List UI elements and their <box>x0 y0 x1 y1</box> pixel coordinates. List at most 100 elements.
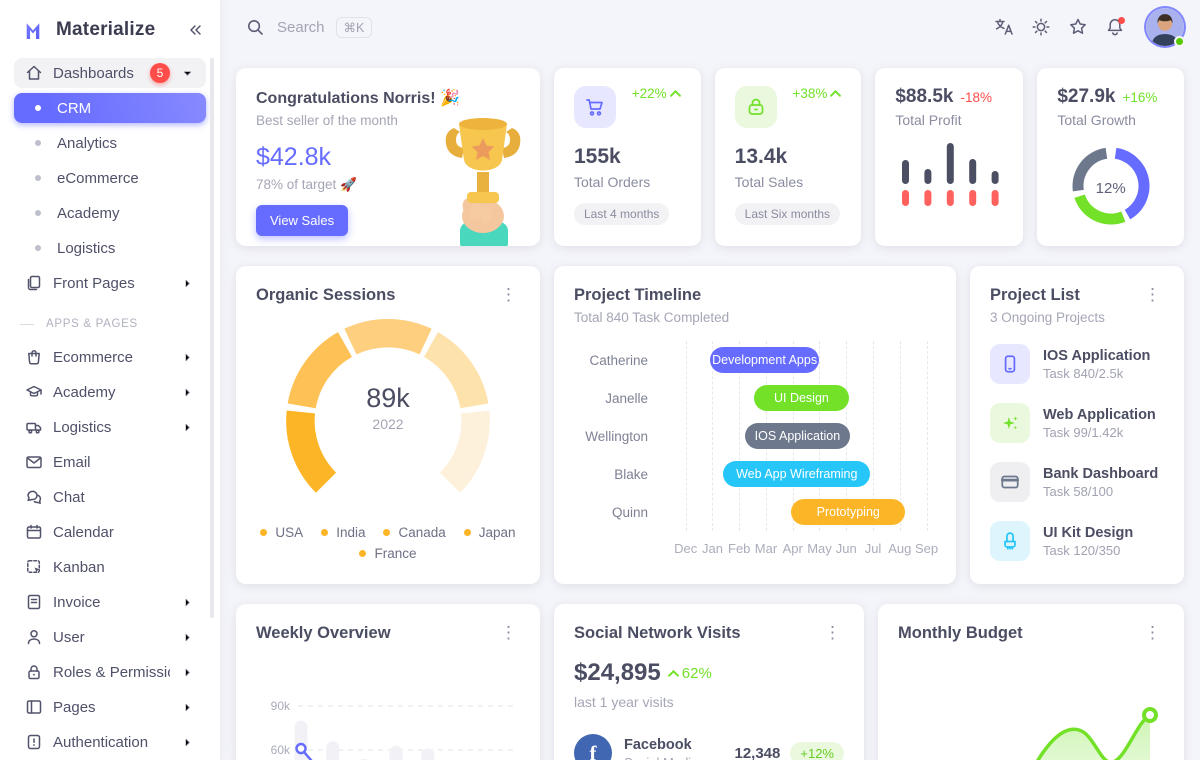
nav-section-label: APPS & PAGES <box>20 317 196 331</box>
social-amount: $24,895 <box>574 659 661 686</box>
sidebar-collapse-icon[interactable] <box>184 20 204 40</box>
weekly-line-bar-chart: 90k 60k <box>271 699 518 760</box>
list-item[interactable]: UI Kit Design Task 120/350 <box>990 521 1164 561</box>
legend-dot-icon <box>383 528 391 536</box>
sidebar-item-analytics[interactable]: Analytics <box>14 128 206 158</box>
search-input[interactable]: Search ⌘K <box>245 16 985 38</box>
bullet-icon <box>35 105 41 111</box>
kebab-menu-icon[interactable]: ⋮ <box>500 623 517 642</box>
sidebar-item-ecommerce[interactable]: Ecommerce <box>14 342 206 372</box>
logo-row: Materialize <box>0 0 220 54</box>
kebab-menu-icon[interactable]: ⋮ <box>824 623 841 642</box>
organic-legend: USA India Canada Japan France <box>256 525 520 561</box>
sidebar-item-dashboards[interactable]: Dashboards 5 <box>14 58 206 88</box>
sidebar-item-roles-permissions[interactable]: Roles & Permissions <box>14 657 206 687</box>
kebab-menu-icon[interactable]: ⋮ <box>1144 623 1161 642</box>
user-avatar[interactable] <box>1146 8 1185 47</box>
congrats-title: Congratulations Norris! 🎉 <box>256 90 460 107</box>
sales-delta: +38% <box>792 86 842 101</box>
sidebar-item-academy[interactable]: Academy <box>14 377 206 407</box>
legend-item: Japan <box>463 525 516 540</box>
main-area: Search ⌘K <box>220 0 1200 760</box>
sidebar-item-front-pages[interactable]: Front Pages <box>14 268 206 298</box>
sidebar-item-user[interactable]: User <box>14 622 206 652</box>
credit-card-icon <box>990 462 1030 502</box>
pages-stack-icon <box>27 275 41 291</box>
bell-icon <box>1107 19 1123 36</box>
orders-delta: +22% <box>632 86 681 101</box>
sidebar-item-authentication[interactable]: Authentication <box>14 727 206 757</box>
congrats-amount: $42.8k <box>256 143 332 171</box>
chevron-down-icon <box>183 70 192 76</box>
row-kpi: Congratulations Norris! 🎉 Best seller of… <box>236 68 1185 246</box>
legend-dot-icon <box>321 528 329 536</box>
sparkles-icon <box>990 403 1030 443</box>
profit-delta: -18% <box>960 90 992 105</box>
layout-icon <box>26 700 42 714</box>
caret-up-icon <box>667 669 679 677</box>
sidebar-item-ecommerce-dash[interactable]: eCommerce <box>14 163 206 193</box>
bullet-icon <box>35 245 41 251</box>
gantt-row: Blake Web App Wireframing <box>574 455 936 493</box>
legend-item: Canada <box>383 525 446 540</box>
navbar-actions <box>993 8 1185 47</box>
list-item[interactable]: Bank Dashboard Task 58/100 <box>990 462 1164 502</box>
gantt-bar-ios-application: IOS Application <box>744 423 851 449</box>
dashboard-content: Congratulations Norris! 🎉 Best seller of… <box>220 54 1200 760</box>
organic-title: Organic Sessions <box>256 286 396 304</box>
gantt-bar-prototyping: Prototyping <box>791 499 906 525</box>
envelope-icon <box>26 456 42 469</box>
calendar-icon <box>26 524 42 539</box>
chevron-right-icon <box>185 279 190 287</box>
avatar-image <box>1146 8 1184 46</box>
facebook-icon: f <box>574 734 612 760</box>
growth-delta: +16% <box>1122 90 1158 105</box>
orders-period-badge: Last 4 months <box>574 203 670 225</box>
user-icon <box>27 630 41 645</box>
sidebar-item-crm[interactable]: CRM <box>14 93 206 123</box>
sidebar-item-logistics-dash[interactable]: Logistics <box>14 233 206 263</box>
sidebar-scrollbar[interactable] <box>210 58 214 618</box>
notification-dot <box>1118 17 1125 24</box>
total-growth-card: $27.9k +16% Total Growth 12% <box>1037 68 1185 246</box>
sidebar-item-pages[interactable]: Pages <box>14 692 206 722</box>
organic-gauge-chart: 89k 2022 <box>256 307 520 519</box>
language-button[interactable] <box>993 16 1015 38</box>
notifications-button[interactable] <box>1104 16 1126 38</box>
kebab-menu-icon[interactable]: ⋮ <box>1144 285 1161 304</box>
dashboards-count-badge: 5 <box>150 63 170 83</box>
list-item[interactable]: Web Application Task 99/1.42k <box>990 403 1164 443</box>
total-profit-card: $88.5k -18% Total Profit <box>875 68 1024 246</box>
row-middle: Organic Sessions ⋮ 89k 2022 USA India Ca… <box>236 266 1184 584</box>
row-bottom: Weekly Overview ⋮ 90k 60k Social Network … <box>236 604 1184 760</box>
growth-label: Total Growth <box>1057 112 1136 128</box>
list-item[interactable]: IOS Application Task 840/2.5k <box>990 344 1164 384</box>
congrats-target: 78% of target 🚀 <box>256 177 357 192</box>
caret-up-icon <box>669 90 681 97</box>
chat-bubbles-icon <box>27 490 42 504</box>
orders-value: 155k <box>574 145 621 168</box>
shortcuts-button[interactable] <box>1067 16 1089 38</box>
view-sales-button[interactable]: View Sales <box>256 205 349 236</box>
profit-value: $88.5k <box>895 86 954 107</box>
chevron-right-icon <box>185 738 190 746</box>
chevron-right-icon <box>185 598 190 606</box>
weekly-overview-card: Weekly Overview ⋮ 90k 60k <box>236 604 540 760</box>
sidebar-item-logistics[interactable]: Logistics <box>14 412 206 442</box>
sidebar-item-kanban[interactable]: Kanban <box>14 552 206 582</box>
gantt-row: Janelle UI Design <box>574 379 936 417</box>
sales-label: Total Sales <box>734 174 804 190</box>
sales-value: 13.4k <box>734 145 788 168</box>
sidebar-item-calendar[interactable]: Calendar <box>14 517 206 547</box>
bullet-icon <box>35 140 41 146</box>
sidebar-item-academy-dash[interactable]: Academy <box>14 198 206 228</box>
sidebar-item-email[interactable]: Email <box>14 447 206 477</box>
theme-toggle-button[interactable] <box>1030 16 1052 38</box>
sidebar-item-invoice[interactable]: Invoice <box>14 587 206 617</box>
list-item[interactable]: f Facebook Social Media 12,348 +12% <box>574 734 844 760</box>
sidebar-item-chat[interactable]: Chat <box>14 482 206 512</box>
invoice-icon <box>27 594 41 610</box>
caret-up-icon <box>830 90 842 97</box>
search-icon <box>248 19 263 35</box>
kebab-menu-icon[interactable]: ⋮ <box>500 285 517 304</box>
